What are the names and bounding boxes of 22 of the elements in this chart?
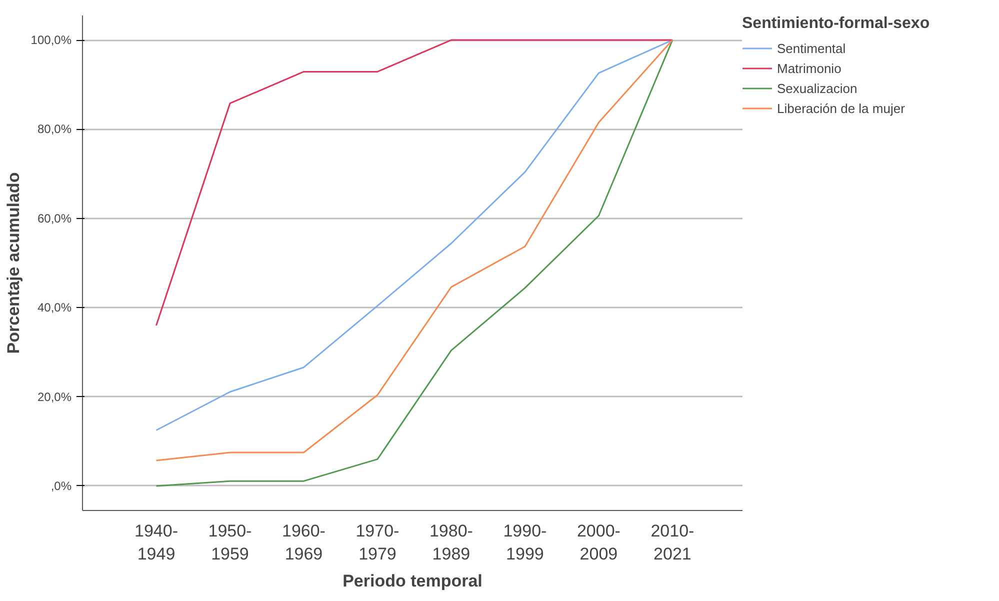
y-tick-label: 40,0% [37,300,72,315]
x-axis-title: Periodo temporal [342,571,482,590]
x-tick-label: 1980-1989 [429,522,473,564]
legend-label: Sexualizacion [777,80,858,96]
legend-label: Matrimonio [777,60,842,76]
legend-label: Liberación de la mujer [777,100,905,116]
x-tick-label: 1960-1969 [282,522,326,564]
y-tick-label: ,0% [50,478,72,493]
y-tick-label: 100,0% [30,33,72,48]
y-tick-label: 60,0% [37,211,72,226]
y-tick-label: 80,0% [37,122,72,136]
x-tick-label: 1940-1949 [134,522,178,564]
x-tick-label: 1990-1999 [503,522,547,564]
x-tick-label: 1950-1959 [208,522,252,564]
y-axis-title: Porcentaje acumulado [4,172,23,354]
x-tick-label: 1970-1979 [356,522,400,564]
y-tick-label: 20,0% [37,390,72,404]
legend-title: Sentimiento-formal-sexo [742,15,930,33]
x-tick-label: 2000-2009 [576,522,620,564]
x-tick-label: 2010-2021 [650,522,694,564]
legend-label: Sentimental [777,40,846,56]
line-series [155,39,674,326]
